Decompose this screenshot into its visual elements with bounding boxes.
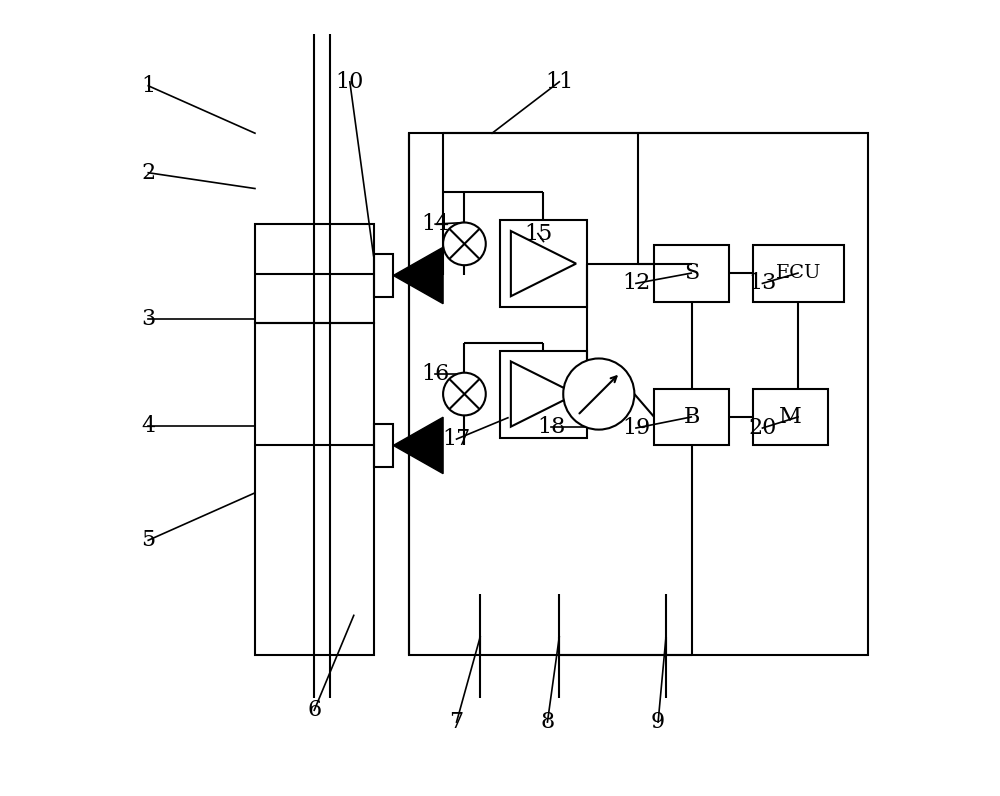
Polygon shape <box>393 417 443 474</box>
Circle shape <box>443 223 486 265</box>
Text: 14: 14 <box>421 213 449 235</box>
Bar <box>753 388 828 446</box>
Text: 5: 5 <box>141 529 155 552</box>
Bar <box>654 244 729 302</box>
Text: 15: 15 <box>524 223 552 244</box>
Circle shape <box>563 358 634 430</box>
Bar <box>409 133 868 655</box>
Text: 13: 13 <box>748 272 777 295</box>
Text: 18: 18 <box>537 416 566 439</box>
Polygon shape <box>393 248 443 304</box>
Text: 12: 12 <box>622 272 650 295</box>
Text: 17: 17 <box>442 428 471 450</box>
Bar <box>255 323 374 655</box>
Text: 8: 8 <box>540 711 555 733</box>
Text: 7: 7 <box>449 711 464 733</box>
Text: 1: 1 <box>141 75 155 97</box>
Bar <box>374 423 393 467</box>
Bar <box>500 220 587 307</box>
Bar <box>500 350 587 438</box>
Text: S: S <box>684 262 699 284</box>
Bar <box>374 254 393 297</box>
Circle shape <box>443 373 486 416</box>
Bar <box>255 224 374 323</box>
Text: 11: 11 <box>545 71 573 93</box>
Text: 3: 3 <box>141 308 155 330</box>
Text: 2: 2 <box>141 162 155 184</box>
Text: 16: 16 <box>421 363 449 385</box>
Text: ECU: ECU <box>776 264 821 282</box>
Text: 4: 4 <box>141 415 155 437</box>
Bar <box>753 244 844 302</box>
Text: B: B <box>683 406 700 428</box>
Bar <box>654 388 729 446</box>
Text: 6: 6 <box>307 699 321 721</box>
Text: 9: 9 <box>651 711 665 733</box>
Text: M: M <box>779 406 802 428</box>
Text: 10: 10 <box>336 71 364 93</box>
Text: 20: 20 <box>748 417 777 439</box>
Text: 19: 19 <box>622 417 650 439</box>
